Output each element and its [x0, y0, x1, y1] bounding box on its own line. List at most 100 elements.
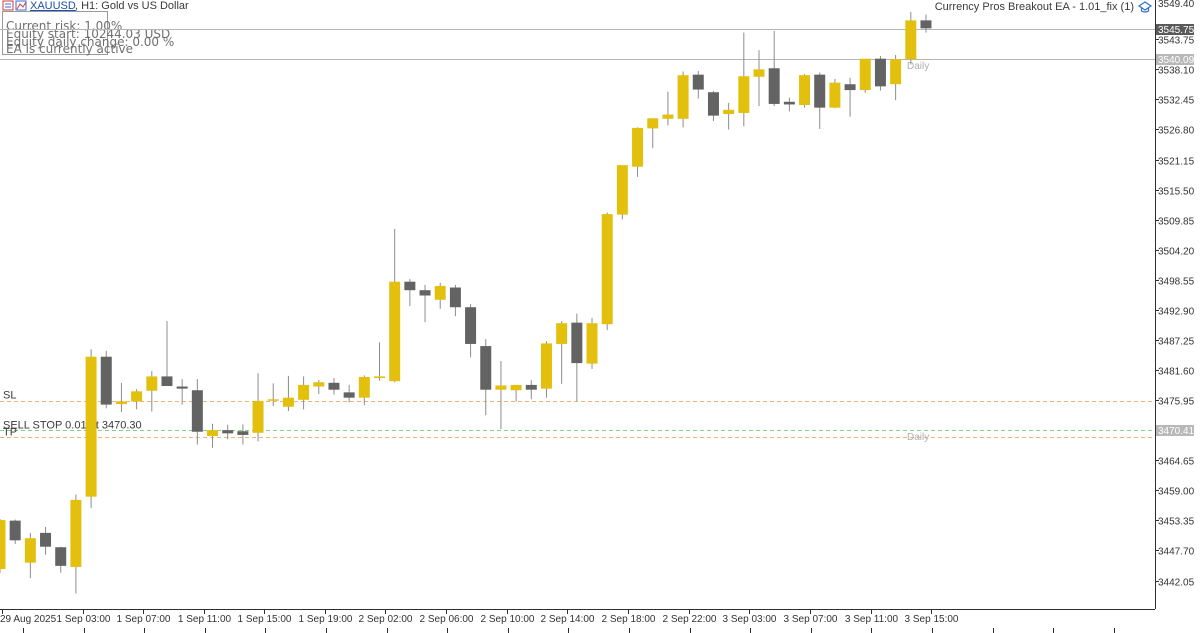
tp-label: TP [3, 427, 17, 439]
candle-body-bull [859, 58, 871, 91]
candle-body-bear [449, 287, 461, 308]
candle-body-bull [662, 114, 674, 119]
candle [601, 212, 613, 331]
candle-body-bull [298, 384, 310, 400]
candle [753, 50, 765, 107]
candle [313, 380, 325, 394]
time-tick-label: 3 Sep 07:00 [784, 614, 838, 625]
chart-symbol-icon[interactable] [15, 0, 27, 11]
price-tick-label: 3509.85 [1158, 217, 1195, 228]
candle-body-bull [374, 376, 385, 379]
candle-body-bull [616, 165, 628, 215]
price-tick-label: 3543.75 [1158, 36, 1195, 47]
info-equity-daily-change: Equity daily change: 0.00 % [6, 35, 174, 49]
candle [70, 494, 82, 594]
candle-body-bull [601, 214, 613, 325]
candle-body-bull [890, 59, 902, 85]
candle-body-bull [252, 400, 264, 433]
candle [647, 118, 659, 149]
time-tick-label: 1 Sep 15:00 [238, 614, 292, 625]
candle [161, 321, 173, 386]
candle [783, 97, 795, 112]
candle-body-bull [632, 127, 644, 167]
candle [632, 127, 644, 177]
candle-body-bear [692, 74, 704, 90]
time-tick-label: 29 Aug 2025 [0, 614, 57, 625]
candle [874, 56, 886, 91]
candle-body-bull [85, 356, 97, 497]
candle [905, 11, 917, 65]
time-tick-label: 1 Sep 07:00 [117, 614, 171, 625]
candle [738, 32, 750, 127]
daily-high-price-tag [1156, 54, 1194, 65]
candle [252, 373, 264, 442]
candle [207, 423, 219, 448]
timeframe-description: , H1: Gold vs US Dollar [75, 0, 189, 12]
current-price-tag [1156, 24, 1194, 35]
price-tick-label: 3459.00 [1158, 487, 1195, 498]
time-tick-label: 1 Sep 11:00 [178, 614, 232, 625]
candle-body-bear [176, 386, 188, 389]
candle [814, 72, 826, 129]
time-tick-label: 3 Sep 15:00 [905, 614, 959, 625]
graduation-cap-icon[interactable] [1137, 1, 1153, 13]
ea-title: Currency Pros Breakout EA - 1.01_fix (1) [935, 1, 1134, 13]
candle [115, 382, 127, 413]
time-tick-label: 2 Sep 22:00 [663, 614, 717, 625]
price-tick-label: 3498.55 [1158, 277, 1195, 288]
candle-body-bear [920, 20, 932, 29]
sell-stop-price-tag [1156, 425, 1194, 436]
candle [100, 350, 112, 409]
candle [616, 165, 628, 220]
candle-body-bull [24, 538, 36, 563]
candle [85, 349, 97, 508]
candle [131, 389, 143, 410]
candle [540, 341, 552, 398]
chart-menu-icon[interactable] [2, 0, 14, 11]
candle-body-bear [525, 384, 537, 390]
candle [328, 378, 340, 395]
candle [449, 284, 461, 317]
price-tick-label: 3447.70 [1158, 547, 1195, 558]
candle [434, 282, 446, 309]
candle-body-bull [313, 382, 325, 387]
candle [0, 519, 6, 573]
candle [586, 317, 598, 369]
candle [677, 71, 689, 128]
candle-body-bull [389, 281, 401, 382]
candle [24, 532, 36, 579]
candle-body-bull [905, 20, 917, 60]
symbol-link[interactable]: XAUUSD [30, 0, 76, 12]
candle-body-bull [495, 385, 507, 390]
candle [525, 380, 537, 400]
candle-body-bull [829, 82, 841, 108]
daily-low-label: Daily [907, 432, 929, 443]
candle-body-bull [358, 376, 370, 398]
daily-high-price-value: 3540.09 [1158, 55, 1195, 66]
sell-stop-price-value: 3470.41 [1158, 426, 1195, 437]
candle [799, 74, 811, 108]
candle [389, 228, 401, 383]
candle [358, 375, 370, 406]
price-tick-label: 3481.60 [1158, 367, 1195, 378]
candle-body-bear [343, 392, 355, 398]
price-tick-label: 3521.15 [1158, 157, 1195, 168]
price-tick-label: 3464.65 [1158, 457, 1195, 468]
time-tick-label: 2 Sep 14:00 [541, 614, 595, 625]
candle [176, 379, 188, 405]
candle [480, 339, 492, 416]
candle-body-bear [707, 92, 719, 116]
candle-body-bear [571, 322, 583, 364]
chart-header: XAUUSD , H1: Gold vs US Dollar Currency … [2, 0, 1153, 13]
candle [692, 70, 704, 99]
candle [556, 321, 568, 384]
candle-body-bull [677, 75, 689, 119]
candle [723, 102, 735, 130]
candle-body-bear [480, 346, 492, 390]
daily-high-label: Daily [907, 61, 929, 72]
candle-body-bull [738, 76, 750, 113]
sl-label: SL [3, 390, 16, 402]
price-tick-label: 3492.90 [1158, 307, 1195, 318]
candle-body-bull [207, 430, 219, 437]
